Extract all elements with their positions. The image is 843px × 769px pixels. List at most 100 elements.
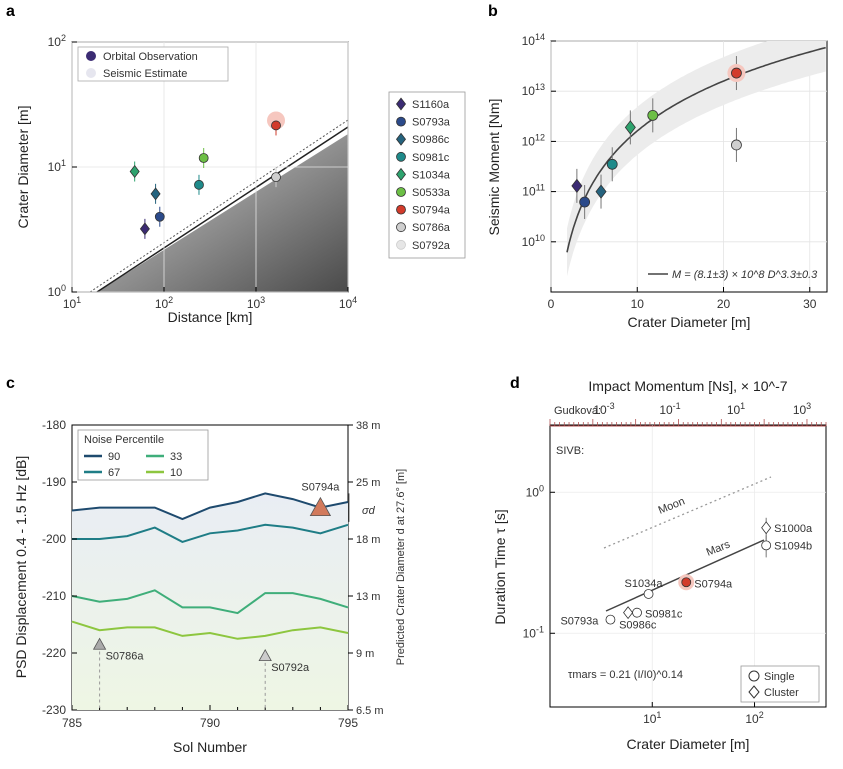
panel-d-point-s1094b: [761, 540, 772, 551]
panel-b-fit-curve: [566, 46, 826, 253]
panel-a-point-s0786a: [271, 172, 281, 183]
panel-b-fit-label: M = (8.1±3) × 10^8 D^3.3±0.3: [672, 269, 818, 281]
panel-b: b 0 10 20 30 1010 1011 1012 1013 1014 M = (8.1±3…: [486, 3, 828, 330]
panel-a-point-s0794a: [271, 120, 281, 131]
legend-single-label: Single: [764, 671, 795, 683]
panel-b-point-s0794a: [731, 67, 742, 79]
panel-b-point-s0533a: [647, 109, 659, 121]
panel-c-ytick-label: -190: [42, 475, 66, 489]
panel-a-limit-line: [96, 126, 349, 293]
panel-c-event-label-s0794a: S0794a: [301, 482, 340, 494]
panel-c-rtick-label: 6.5 m: [356, 705, 384, 717]
panel-c-ytick-label: -220: [42, 646, 66, 660]
panel-c-legend-label-p33: 33: [170, 451, 182, 463]
panel-a-point-s0793a: [154, 211, 165, 222]
panel-c-legend-label-p67: 67: [108, 467, 120, 479]
panel-b-point-s1034a: [624, 120, 636, 135]
legend-single-marker: [748, 670, 760, 682]
event-legend-marker-s0792a: [396, 239, 406, 250]
event-legend-label-s0786a: S0786a: [412, 222, 451, 234]
panel-d-xtick-label: 101: [643, 710, 661, 726]
event-legend-label-s0794a: S0794a: [412, 205, 451, 217]
panel-c-ytick-label: -210: [42, 589, 66, 603]
panel-c-xtick-label: 785: [62, 716, 82, 730]
event-legend-label-s0533a: S0533a: [412, 187, 451, 199]
event-legend-marker-s0986c: [395, 132, 407, 146]
panel-c-event-label-s0786a: S0786a: [106, 650, 145, 662]
panel-c: c 785 790 795 -180 38 m -190 25 m -200 18 m -210 1…: [6, 375, 407, 755]
legend-cluster-label: Cluster: [764, 687, 799, 699]
panel-c-line-p90: [71, 492, 349, 521]
event-legend-label-s0981c: S0981c: [412, 152, 450, 164]
panel-d-ytick-label: 100: [526, 483, 544, 499]
panel-d-top-tick-label: 101: [727, 401, 745, 417]
panel-a-letter: a: [6, 3, 15, 20]
panel-a-xtick-label: 104: [339, 295, 357, 311]
panel-b-uncertainty-band: [567, 41, 826, 277]
panel-b-point-s0986c: [595, 184, 607, 199]
event-legend-marker-s1034a: [395, 167, 407, 181]
panel-a-xlabel: Distance [km]: [168, 309, 253, 325]
panel-d-sivb-label: SIVB:: [556, 445, 584, 457]
panel-c-sigma-label: σd: [362, 505, 376, 517]
panel-c-event-s0794a: [309, 496, 332, 517]
panel-c-fill: [72, 493, 348, 710]
legend-orbital-marker: [86, 51, 96, 61]
panel-d-label-s0794a: S0794a: [694, 578, 733, 590]
legend-seismic-label: Seismic Estimate: [103, 68, 187, 80]
panel-d-top-axis-name: Gudkova:: [554, 405, 601, 417]
panel-b-point-s0981c: [606, 158, 618, 170]
event-legend-label-s1034a: S1034a: [412, 169, 451, 181]
panel-b-ytick-label: 1013: [522, 82, 545, 98]
panel-c-rtick-label: 9 m: [356, 648, 374, 660]
legend-orbital-label: Orbital Observation: [103, 51, 198, 63]
panel-c-legend-title: Noise Percentile: [84, 434, 164, 446]
event-legend-marker-s0786a: [396, 222, 406, 233]
panel-d-label-s1000a: S1000a: [774, 523, 813, 535]
panel-b-point-s1160a: [571, 178, 583, 194]
panel-d-label-s0793a: S0793a: [560, 616, 599, 628]
panel-d-formula: τmars = 0.21 (I/I0)^0.14: [568, 669, 683, 681]
panel-d-point-s1000a: [761, 521, 772, 535]
panel-d-label-s0981c: S0981c: [645, 609, 683, 621]
panel-b-point-s0793a: [579, 196, 591, 208]
panel-c-xtick-label: 795: [338, 716, 358, 730]
panel-c-letter: c: [6, 375, 15, 392]
panel-a-point-s0986c: [150, 187, 161, 201]
event-legend-label-s0792a: S0792a: [412, 240, 451, 252]
panel-b-ytick-label: 1012: [522, 132, 545, 148]
event-legend-marker-s0533a: [396, 187, 406, 197]
event-legend-marker-s1160a: [395, 97, 407, 111]
panel-c-ytick-label: -230: [42, 703, 66, 717]
panel-c-line-p10: [71, 620, 349, 640]
event-legend-label-s1160a: S1160a: [412, 99, 450, 111]
panel-d-top-axis-label: Impact Momentum [Ns], × 10^-7: [588, 378, 787, 394]
panel-c-rtick-label: 25 m: [356, 477, 380, 489]
legend-seismic-marker: [86, 68, 96, 78]
panel-a-point-s1160a: [139, 222, 150, 236]
event-legend-marker-s0793a: [396, 116, 406, 127]
panel-d-moon-line: [603, 476, 772, 549]
event-legend-label-s0986c: S0986c: [412, 134, 450, 146]
panel-c-ylabel-right: Predicted Crater Diameter d at 27.6° [m]: [395, 469, 407, 665]
panel-d-point-s0793a: [605, 614, 616, 625]
panel-d-xtick-label: 102: [745, 710, 763, 726]
panel-d-point-s0986c: [623, 606, 634, 620]
panel-c-xtick-label: 790: [200, 716, 220, 730]
panel-b-ylabel: Seismic Moment [Nm]: [486, 99, 502, 236]
panel-d-top-tick-label: 10-1: [659, 401, 680, 417]
panel-d-label-s0986c: S0986c: [619, 620, 657, 632]
panel-d-top-tick-label: 10-3: [593, 401, 614, 417]
event-legend-marker-s0981c: [396, 151, 406, 162]
panel-d-label-s1034a: S1034a: [625, 578, 664, 590]
panel-a-xtick-label: 101: [63, 295, 81, 311]
panel-a-point-s1034a: [129, 165, 140, 179]
panel-a-point-s0533a: [198, 153, 209, 163]
panel-c-rtick-label: 18 m: [356, 534, 380, 546]
panel-c-ytick-label: -200: [42, 532, 66, 546]
panel-a-point-s0981c: [194, 179, 204, 190]
event-legend-marker-s0794a: [396, 204, 406, 215]
